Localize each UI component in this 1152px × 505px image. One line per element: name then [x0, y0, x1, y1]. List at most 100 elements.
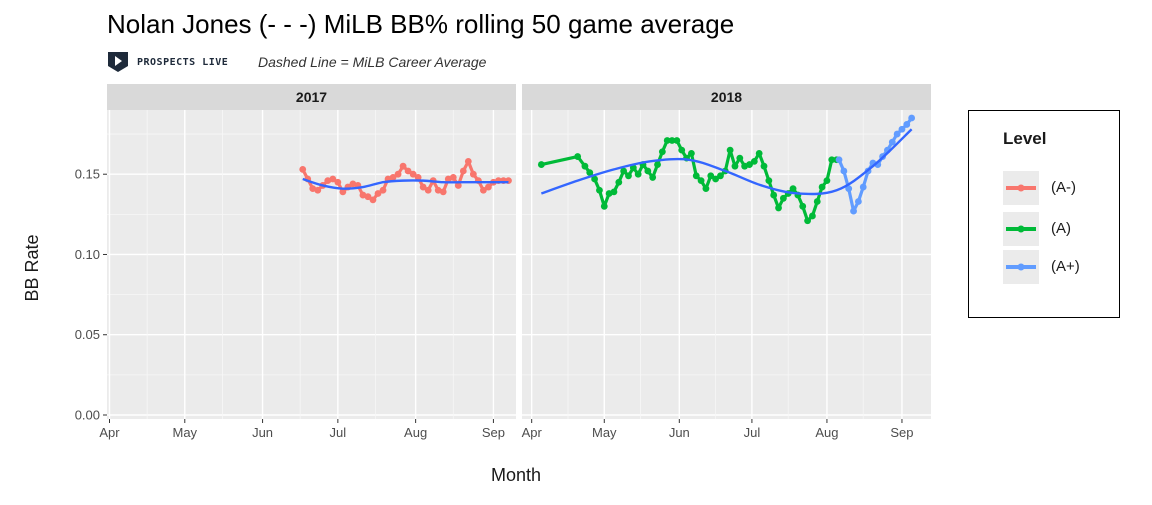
x-tick-label: May: [173, 425, 198, 440]
x-tick-label: Jun: [252, 425, 273, 440]
data-point: [746, 161, 753, 168]
data-point: [389, 174, 397, 181]
legend-key-a: [1003, 212, 1039, 246]
data-point: [414, 174, 422, 181]
data-point: [663, 137, 671, 144]
data-point: [750, 157, 758, 165]
data-point: [804, 217, 811, 225]
legend-label-a-plus: (A+): [1051, 258, 1080, 275]
data-point: [469, 170, 477, 178]
data-point: [459, 167, 467, 175]
data-point: [765, 177, 773, 185]
data-point: [707, 172, 715, 180]
data-point: [464, 157, 472, 165]
data-point: [454, 182, 462, 189]
data-point: [712, 175, 720, 183]
data-point: [678, 146, 686, 154]
data-point: [828, 156, 836, 164]
facet-strip: [107, 84, 516, 110]
data-point: [479, 186, 487, 194]
data-point: [620, 167, 628, 175]
data-point: [717, 172, 724, 180]
data-point: [697, 177, 705, 185]
data-point: [334, 178, 342, 186]
y-tick-label: 0.05: [75, 327, 100, 342]
data-point: [615, 178, 623, 186]
x-tick-label: Apr: [522, 425, 543, 440]
data-point: [314, 186, 322, 194]
x-tick-label: Sep: [482, 425, 505, 440]
data-point: [859, 183, 867, 191]
data-point: [726, 146, 734, 154]
y-tick-label: 0.00: [75, 408, 100, 423]
data-point: [574, 153, 582, 160]
legend-label-a: (A): [1051, 220, 1071, 237]
x-tick-label: Sep: [890, 425, 913, 440]
facet-strip: [522, 84, 931, 110]
data-point: [329, 175, 337, 183]
x-tick-label: Aug: [404, 425, 427, 440]
data-point: [610, 188, 618, 196]
data-point: [399, 162, 407, 170]
y-tick-label: 0.10: [75, 247, 100, 262]
data-point: [702, 185, 710, 193]
legend: Level (A-) (A) (A+): [968, 110, 1120, 318]
data-point: [364, 193, 372, 201]
data-point: [850, 207, 857, 215]
brand-name: PROSPECTS LIVE: [137, 56, 229, 68]
legend-key-a-minus: [1003, 171, 1039, 205]
data-point: [673, 137, 681, 144]
chart-subtitle: Dashed Line = MiLB Career Average: [258, 54, 487, 70]
data-point: [581, 162, 589, 170]
data-point: [600, 202, 608, 210]
data-point: [537, 161, 545, 168]
chart-title: Nolan Jones (- - -) MiLB BB% rolling 50 …: [107, 9, 735, 39]
data-point: [809, 212, 816, 220]
play-shield-icon: [108, 52, 128, 72]
data-point: [818, 183, 826, 191]
data-point: [888, 138, 896, 146]
x-tick-label: Aug: [815, 425, 838, 440]
data-point: [654, 161, 661, 168]
data-point: [692, 172, 700, 180]
data-point: [770, 191, 778, 199]
smooth-trend-line: [540, 128, 913, 196]
facet-label: 2018: [711, 89, 742, 105]
data-point: [731, 162, 739, 170]
data-point: [736, 154, 744, 162]
data-point: [369, 196, 377, 204]
data-point: [908, 114, 916, 122]
data-point: [854, 198, 862, 205]
y-axis-title: BB Rate: [22, 234, 42, 301]
data-point: [775, 204, 782, 212]
smooth-trend-line: [302, 177, 509, 190]
data-point: [903, 121, 911, 128]
data-point: [591, 175, 599, 183]
data-point: [449, 174, 457, 181]
data-point: [596, 186, 603, 194]
data-point: [625, 172, 632, 180]
data-point: [404, 167, 412, 175]
data-point: [419, 183, 427, 191]
data-point: [634, 170, 642, 178]
data-point: [484, 183, 492, 191]
legend-item-a-plus: (A+): [1003, 250, 1113, 284]
panel-background: [107, 110, 516, 419]
data-point: [668, 137, 676, 144]
data-point: [409, 170, 417, 178]
data-point: [439, 188, 447, 196]
legend-item-a-minus: (A-): [1003, 171, 1113, 205]
prospects-live-logo: PROSPECTS LIVE: [107, 52, 228, 72]
data-point: [644, 167, 652, 175]
data-point: [840, 167, 848, 175]
data-point: [586, 169, 594, 177]
legend-key-a-plus: [1003, 250, 1039, 284]
data-point: [339, 188, 347, 196]
x-tick-label: Jun: [669, 425, 690, 440]
data-point: [799, 202, 807, 210]
panel-background: [522, 110, 931, 419]
data-point: [813, 198, 821, 205]
data-point: [779, 194, 787, 202]
x-axis-title: Month: [491, 465, 541, 485]
